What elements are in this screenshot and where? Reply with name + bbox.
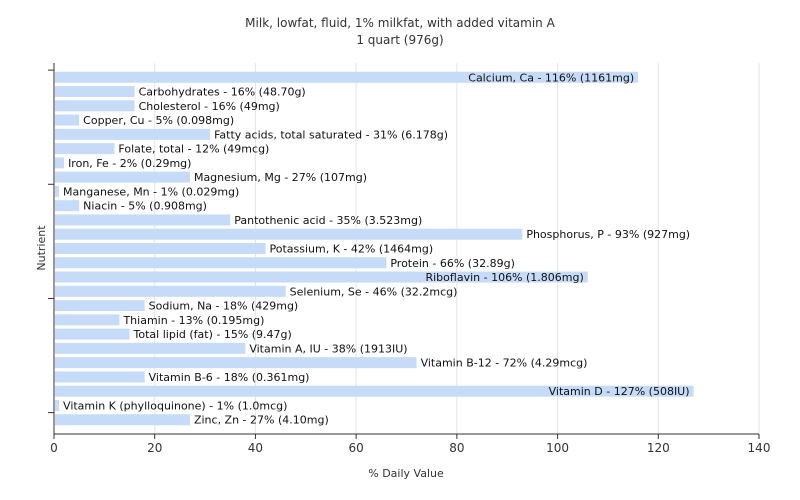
x-axis-title: % Daily Value	[368, 467, 444, 480]
bar	[55, 86, 135, 98]
bar	[55, 257, 387, 269]
x-tick-label: 140	[748, 441, 771, 455]
bar	[55, 171, 190, 183]
bar	[55, 328, 130, 340]
y-axis-title: Nutrient	[35, 225, 48, 271]
bar-value-label: Vitamin B-12 - 72% (4.29mcg)	[421, 357, 588, 370]
bar	[55, 228, 523, 240]
bar-value-label: Manganese, Mn - 1% (0.029mg)	[63, 185, 239, 198]
bar-value-label: Selenium, Se - 46% (32.2mcg)	[290, 285, 458, 298]
bar	[55, 357, 417, 369]
bar-value-label: Vitamin K (phylloquinone) - 1% (1.0mcg)	[63, 399, 287, 412]
x-tick-label: 120	[647, 441, 670, 455]
bar-value-label: Magnesium, Mg - 27% (107mg)	[194, 171, 367, 184]
bar-value-label: Vitamin D - 127% (508IU)	[549, 385, 690, 398]
bar-value-label: Thiamin - 13% (0.195mg)	[122, 314, 264, 327]
bar-value-label: Cholesterol - 16% (49mg)	[139, 100, 280, 113]
gridlines	[154, 63, 760, 434]
bar	[55, 285, 286, 297]
bar-value-label: Protein - 66% (32.89g)	[390, 257, 515, 270]
chart-subtitle: 1 quart (976g)	[356, 33, 443, 47]
chart-title: Milk, lowfat, fluid, 1% milkfat, with ad…	[245, 16, 555, 30]
bar	[55, 200, 80, 212]
x-tick-label: 40	[248, 441, 263, 455]
bar	[55, 414, 190, 426]
bar-value-label: Phosphorus, P - 93% (927mg)	[526, 228, 690, 241]
bar-value-label: Vitamin B-6 - 18% (0.361mg)	[149, 371, 310, 384]
bar-value-label: Riboflavin - 106% (1.806mg)	[425, 271, 583, 284]
bar-value-label: Carbohydrates - 16% (48.70g)	[139, 86, 306, 99]
x-tick-label: 20	[147, 441, 162, 455]
bar	[55, 300, 145, 312]
bars	[55, 71, 694, 426]
bar	[55, 185, 60, 197]
bar	[55, 71, 639, 83]
axes: 0 20 40 60 80 100 120 140	[48, 63, 770, 455]
bar	[55, 314, 120, 326]
bar-value-label: Niacin - 5% (0.908mg)	[83, 200, 207, 213]
bar-value-label: Iron, Fe - 2% (0.29mg)	[68, 157, 191, 170]
bar	[55, 385, 694, 397]
bar	[55, 271, 588, 283]
x-tick-label: 100	[546, 441, 569, 455]
x-tick-label: 80	[449, 441, 464, 455]
x-tick-label: 0	[50, 441, 58, 455]
bar	[55, 143, 115, 155]
bar-value-label: Copper, Cu - 5% (0.098mg)	[83, 114, 234, 127]
bar-value-label: Sodium, Na - 18% (429mg)	[149, 300, 299, 313]
bar	[55, 371, 145, 383]
bar	[55, 214, 231, 226]
bar-value-label: Calcium, Ca - 116% (1161mg)	[468, 71, 634, 84]
bar-value-label: Folate, total - 12% (49mcg)	[118, 143, 269, 156]
bar-value-label: Pantothenic acid - 35% (3.523mg)	[234, 214, 422, 227]
bar-value-label: Total lipid (fat) - 15% (9.47g)	[133, 328, 292, 341]
bar-value-label: Potassium, K - 42% (1464mg)	[270, 243, 434, 256]
bar	[55, 342, 246, 354]
bar-value-label: Vitamin A, IU - 38% (1913IU)	[249, 342, 407, 355]
bar	[55, 399, 60, 411]
bar-value-label: Fatty acids, total saturated - 31% (6.17…	[214, 128, 448, 141]
bar	[55, 157, 65, 169]
bar-value-label: Zinc, Zn - 27% (4.10mg)	[194, 414, 329, 427]
bar	[55, 128, 211, 140]
bar	[55, 100, 135, 112]
bar	[55, 114, 80, 126]
bar-labels: Calcium, Ca - 116% (1161mg) Carbohydrates…	[63, 71, 690, 426]
x-tick-label: 60	[349, 441, 364, 455]
bar	[55, 243, 266, 254]
